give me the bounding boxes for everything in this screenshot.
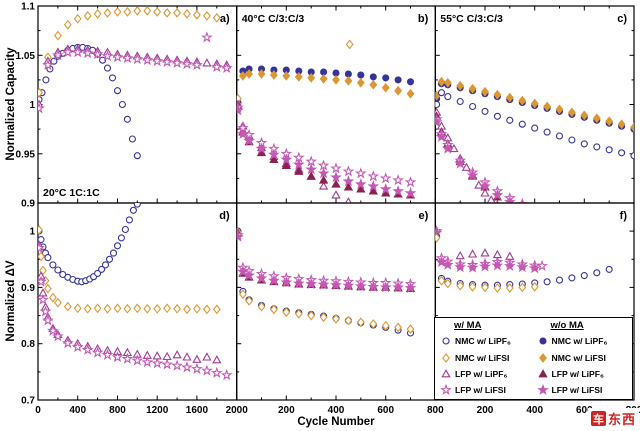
svg-text:600: 600 [377,405,394,416]
legend-header-with-ma: w/ MA [454,320,482,331]
svg-text:0: 0 [35,405,41,416]
svg-text:1.05: 1.05 [16,51,36,62]
legend-column-with-ma: w/ MA NMC w/ LiPF₆ NMC w/ LiFSI LFP w/ L… [438,320,535,396]
lfp-lifsi-open-star-icon [440,384,452,395]
nmc-lifsi-open-diamond-icon [442,352,450,363]
svg-text:e): e) [419,210,429,222]
svg-text:1.1: 1.1 [21,2,35,13]
legend-label: NMC w/ LiFSI [455,352,510,363]
svg-text:400: 400 [328,405,345,416]
svg-text:800: 800 [109,405,126,416]
svg-text:1600: 1600 [186,405,209,416]
nmc-lipf6-filled-circle-icon [538,337,547,345]
legend-item: LFP w/ LiPF₆ [438,368,535,380]
svg-text:55°C C/3:C/3: 55°C C/3:C/3 [440,13,503,25]
lfp-lipf6-filled-triangle-icon [537,368,548,378]
lfp-lifsi-filled-star-icon [536,384,549,395]
legend-label: NMC w/ LiPF₆ [551,336,608,347]
x-axis-label: Cycle Number [297,416,375,428]
legend-item: NMC w/ LiFSI [438,352,535,364]
legend-item: LFP w/ LiFSI [535,384,632,396]
svg-text:800: 800 [427,405,444,416]
svg-text:0.95: 0.95 [16,149,36,160]
watermark-text: 东西 [607,412,636,427]
watermark-logo-icon: 车 [590,411,606,426]
svg-text:0.9: 0.9 [21,283,35,294]
legend-label: LFP w/ LiPF₆ [455,368,508,379]
legend-label: NMC w/ LiPF₆ [455,336,511,347]
svg-text:d): d) [219,210,230,222]
svg-text:c): c) [617,13,627,25]
y-axis-label-delta-v: Normalized ΔV [5,260,17,342]
legend-header-without-ma: w/o MA [550,320,584,331]
legend-item: NMC w/ LiPF₆ [535,335,632,347]
legend-item: LFP w/ LiPF₆ [535,368,632,380]
svg-text:600: 600 [576,405,593,416]
svg-text:1: 1 [29,227,35,238]
legend-column-without-ma: w/o MA NMC w/ LiPF₆ NMC w/ LiFSI LFP w/ … [535,320,632,396]
legend-label: NMC w/ LiFSI [551,352,606,363]
svg-text:0.7: 0.7 [21,396,35,407]
legend-item: LFP w/ LiFSI [438,384,535,396]
legend-item: NMC w/ LiFSI [535,352,632,364]
svg-text:1: 1 [29,100,35,111]
svg-text:a): a) [220,13,230,25]
legend-label: LFP w/ LiFSI [455,385,506,395]
svg-text:f): f) [620,210,628,222]
legend-label: LFP w/ LiFSI [551,385,603,395]
legend: w/ MA NMC w/ LiPF₆ NMC w/ LiFSI LFP w/ L… [434,317,633,400]
watermark: 车 东西 [587,408,639,429]
nmc-lifsi-filled-diamond-icon [538,352,547,363]
svg-text:400: 400 [526,405,543,416]
svg-text:200: 200 [278,405,295,416]
svg-text:40°C C/3:C/3: 40°C C/3:C/3 [242,13,305,25]
svg-text:1200: 1200 [146,405,169,416]
svg-text:0.9: 0.9 [21,199,35,210]
legend-label: LFP w/ LiPF₆ [551,368,604,379]
legend-item: NMC w/ LiPF₆ [438,335,535,347]
svg-text:b): b) [418,13,429,25]
nmc-lipf6-open-circle-icon [442,337,450,345]
lfp-lipf6-open-triangle-icon [441,368,451,378]
svg-text:0.8: 0.8 [21,339,35,350]
svg-text:200: 200 [477,405,494,416]
svg-text:2000: 2000 [226,405,249,416]
svg-text:400: 400 [69,405,86,416]
svg-text:20°C 1C:1C: 20°C 1C:1C [43,187,100,199]
y-axis-label-capacity: Normalized Capacity [5,47,17,161]
